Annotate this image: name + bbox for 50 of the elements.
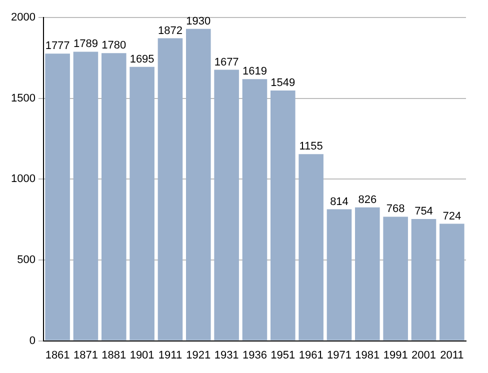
data-label: 826 — [358, 194, 377, 206]
x-tick-label: 1971 — [327, 349, 352, 362]
x-tick-label: 1991 — [383, 349, 408, 362]
data-label: 1677 — [214, 56, 239, 68]
x-tick-label: 2011 — [440, 349, 464, 362]
data-label: 1789 — [73, 38, 98, 50]
bar — [440, 224, 464, 340]
bar — [270, 90, 296, 340]
x-tick-label: 1881 — [102, 349, 126, 362]
data-label: 814 — [330, 196, 348, 208]
y-tick-label: 1000 — [10, 173, 36, 186]
x-tick-label: 1861 — [45, 349, 70, 362]
bar — [326, 209, 352, 340]
bar — [298, 154, 324, 340]
bar — [411, 218, 436, 340]
bar — [45, 54, 70, 340]
x-tick-label: 1961 — [298, 349, 324, 362]
data-label: 1930 — [186, 15, 211, 28]
bar — [186, 28, 211, 340]
y-tick-label: 2000 — [10, 12, 36, 24]
x-tick-label: 2001 — [412, 349, 436, 362]
data-label: 1549 — [270, 77, 296, 90]
data-label: 1155 — [299, 140, 323, 153]
y-tick-label: 0 — [29, 334, 36, 347]
x-tick-label: 1936 — [242, 349, 267, 362]
x-tick-label: 1951 — [270, 349, 296, 362]
bar — [130, 66, 154, 340]
bar — [214, 70, 239, 340]
bar — [102, 53, 126, 340]
data-label: 1777 — [45, 40, 70, 52]
data-label: 1695 — [130, 53, 154, 66]
data-label: 1619 — [242, 66, 267, 78]
x-tick-label: 1871 — [73, 349, 98, 362]
bar — [355, 207, 380, 340]
data-label: 1872 — [158, 24, 182, 37]
data-label: 754 — [414, 205, 433, 218]
bar — [383, 216, 408, 340]
bar — [73, 52, 98, 340]
x-tick-label: 1911 — [158, 349, 182, 362]
bar — [158, 38, 183, 340]
bar — [242, 79, 268, 340]
x-tick-label: 1981 — [355, 349, 380, 362]
x-tick-label: 1921 — [186, 349, 211, 362]
data-label: 724 — [442, 210, 462, 222]
x-tick-label: 1901 — [130, 349, 154, 362]
x-tick-label: 1931 — [214, 349, 239, 362]
y-tick-label: 500 — [17, 254, 36, 266]
y-tick-label: 1500 — [10, 92, 36, 104]
data-label: 1780 — [102, 40, 126, 52]
data-label: 768 — [386, 203, 405, 216]
